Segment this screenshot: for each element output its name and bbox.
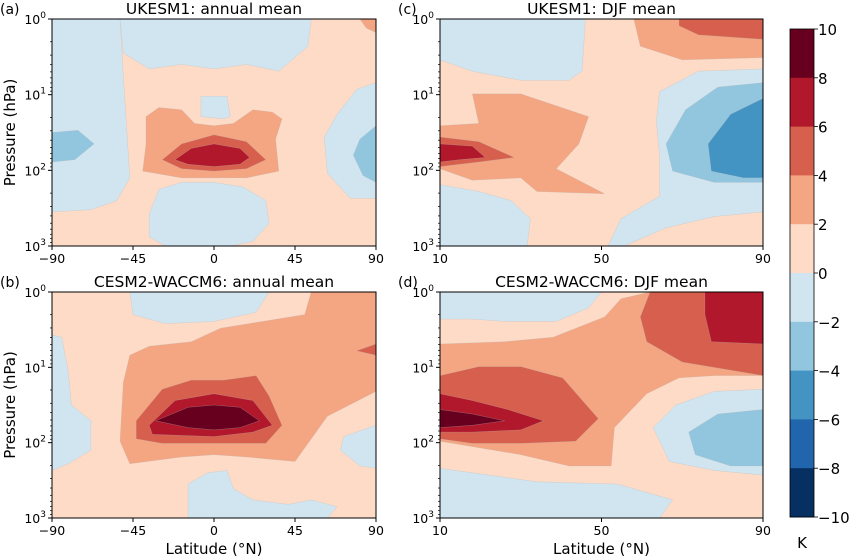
contour-region-p6_8 [704, 291, 764, 345]
y-tick-label: 100 [412, 11, 434, 27]
colorbar-segment [790, 321, 814, 372]
x-tick-label: 90 [755, 523, 771, 538]
colorbar-tick-label: −8 [818, 460, 840, 478]
colorbar-segment [790, 175, 814, 225]
y-tick-label: 103 [412, 510, 434, 526]
x-tick-label: −90 [39, 251, 65, 266]
colorbar-segment [790, 370, 814, 420]
colorbar-tick-label: 6 [818, 119, 828, 137]
x-tick-label: 50 [594, 523, 610, 538]
y-tick-label: 100 [412, 284, 434, 300]
x-axis-label: Latitude (°N) [166, 540, 263, 557]
contour-region-n0_2 [439, 18, 586, 81]
colorbar-segment [790, 77, 814, 128]
colorbar-tick-label: 2 [818, 216, 828, 234]
x-tick-label: 10 [432, 523, 448, 538]
y-tick-label: 102 [24, 162, 46, 178]
colorbar-segment [790, 224, 814, 274]
x-tick-label: 10 [432, 251, 448, 266]
y-tick-label: 102 [24, 435, 46, 451]
contour-region-n0_2 [187, 470, 338, 519]
panel-title: UKESM1: annual mean [126, 0, 302, 18]
y-tick-label: 101 [24, 87, 46, 103]
colorbar-tick-label: 10 [818, 21, 837, 39]
y-tick-label: 102 [412, 435, 434, 451]
colorbar-segment [790, 419, 814, 469]
contour-region-n0_2 [200, 95, 231, 120]
x-tick-label: 45 [287, 523, 303, 538]
panel-title: UKESM1: DJF mean [527, 0, 676, 18]
contour-region-n0_2 [119, 18, 312, 72]
colorbar-label: K [797, 534, 808, 552]
contour-region-n0_2 [439, 291, 602, 322]
x-tick-label: 0 [210, 251, 218, 266]
colorbar-tick-label: −6 [818, 411, 840, 429]
contour-region-p8_10 [155, 404, 260, 431]
colorbar-segment [790, 273, 814, 323]
colorbar-tick-label: −2 [818, 314, 840, 332]
x-tick-label: −90 [39, 523, 65, 538]
panel-title: CESM2-WACCM6: DJF mean [495, 273, 708, 291]
x-tick-label: −45 [120, 523, 146, 538]
x-tick-label: −45 [120, 251, 146, 266]
x-tick-label: 45 [287, 251, 303, 266]
x-axis-label: Latitude (°N) [553, 540, 650, 557]
x-tick-label: 0 [210, 523, 218, 538]
colorbar-tick-label: 8 [818, 70, 828, 88]
contour-region-p6_8 [174, 143, 250, 167]
x-tick-label: 90 [368, 251, 384, 266]
contour-region-n0_2 [51, 18, 131, 213]
panel-label: (c) [398, 2, 417, 18]
y-tick-label: 102 [412, 162, 434, 178]
y-tick-label: 100 [24, 11, 46, 27]
contour-region-n0_2 [148, 182, 270, 247]
x-tick-label: 90 [368, 523, 384, 538]
panel-title: CESM2-WACCM6: annual mean [94, 273, 334, 291]
y-tick-label: 101 [24, 359, 46, 375]
x-tick-label: 90 [755, 251, 771, 266]
colorbar-tick-label: 4 [818, 167, 828, 185]
panel-label: (d) [398, 275, 418, 291]
colorbar: 10 8 6 4 2 0 −2 −4 −6 −8 −10 K [789, 21, 850, 552]
x-tick-label: 50 [594, 251, 610, 266]
colorbar-tick-label: −10 [818, 509, 850, 527]
y-tick-label: 101 [412, 359, 434, 375]
contour-region-p2_4 [439, 93, 605, 194]
y-axis-label: Pressure (hPa) [1, 79, 19, 187]
contour-region-n0_2 [51, 334, 92, 471]
colorbar-tick-label: 0 [818, 265, 828, 283]
panel-b: CESM2-WACCM6: annual mean(b)100101102103… [0, 273, 384, 557]
panel-label: (b) [0, 275, 20, 291]
y-axis-label: Pressure (hPa) [1, 351, 19, 459]
colorbar-tick-label: −4 [818, 363, 840, 381]
colorbar-segment [790, 126, 814, 176]
y-tick-label: 103 [412, 238, 434, 254]
y-tick-label: 101 [412, 87, 434, 103]
panel-label: (a) [0, 2, 20, 18]
y-tick-label: 100 [24, 284, 46, 300]
colorbar-segment [790, 29, 814, 79]
colorbar-segment [790, 468, 814, 518]
